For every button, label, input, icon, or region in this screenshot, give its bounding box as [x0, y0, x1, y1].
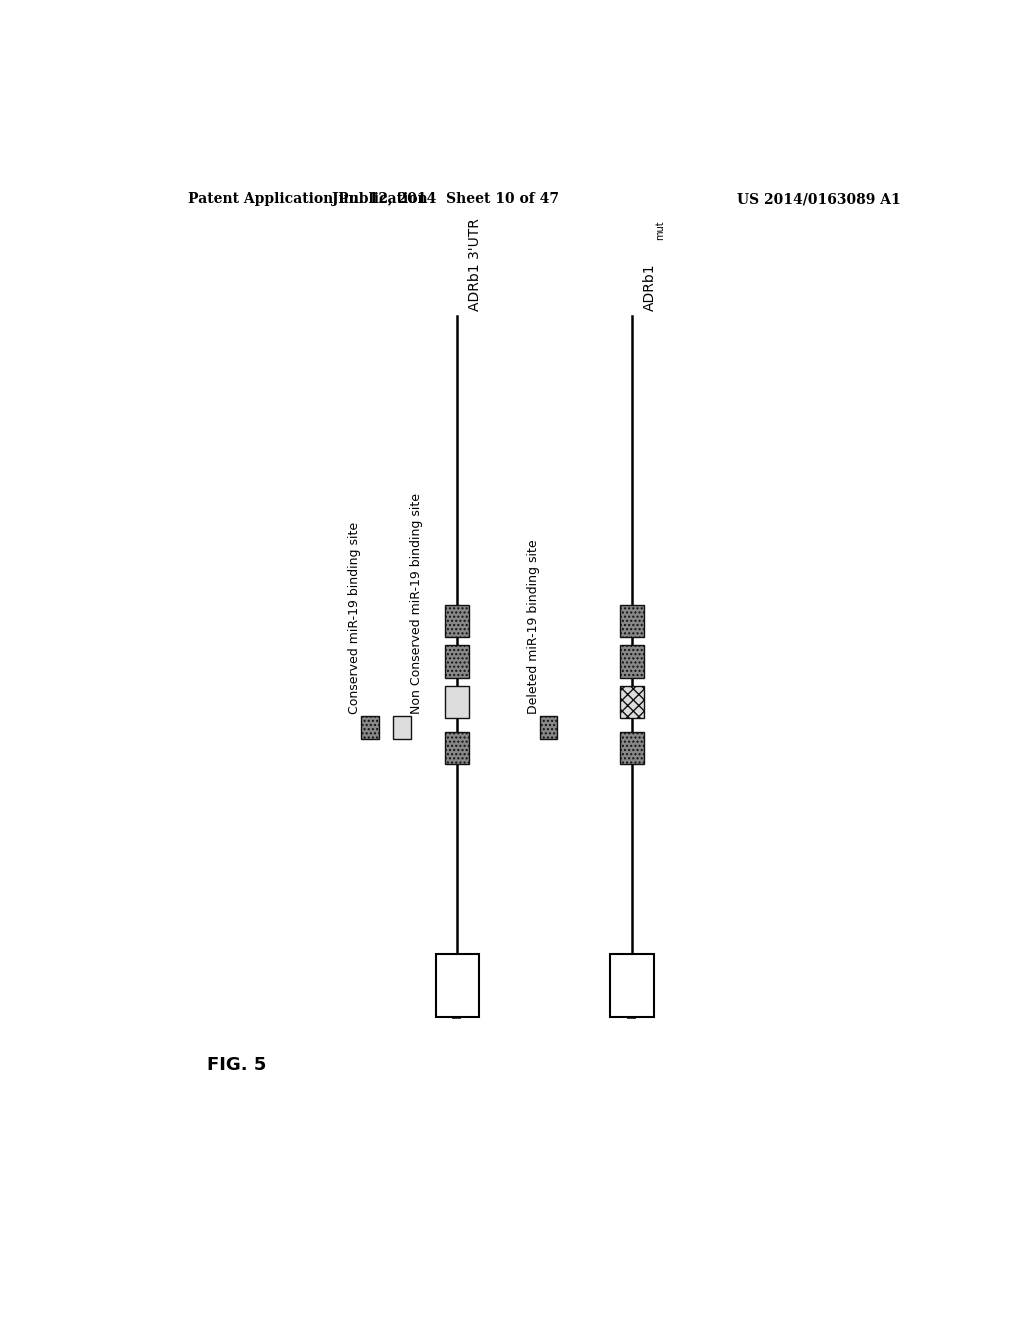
- Bar: [393, 717, 411, 739]
- Bar: [445, 686, 469, 718]
- Text: Non Conserved miR-19 binding site: Non Conserved miR-19 binding site: [411, 494, 423, 714]
- Bar: [620, 605, 644, 638]
- Bar: [610, 954, 653, 1018]
- Text: FIG. 5: FIG. 5: [207, 1056, 266, 1074]
- Text: Luciferase: Luciferase: [626, 953, 638, 1018]
- Text: mut: mut: [655, 220, 666, 240]
- Bar: [435, 954, 479, 1018]
- Text: Luciferase: Luciferase: [451, 953, 464, 1018]
- Text: Conserved miR-19 binding site: Conserved miR-19 binding site: [348, 523, 361, 714]
- Text: US 2014/0163089 A1: US 2014/0163089 A1: [736, 191, 900, 206]
- Text: Deleted miR-19 binding site: Deleted miR-19 binding site: [527, 540, 540, 714]
- Bar: [361, 717, 379, 739]
- Bar: [540, 717, 557, 739]
- Bar: [620, 645, 644, 677]
- Text: Jun. 12, 2014  Sheet 10 of 47: Jun. 12, 2014 Sheet 10 of 47: [332, 191, 559, 206]
- Text: Patent Application Publication: Patent Application Publication: [187, 191, 427, 206]
- Text: ADRb1: ADRb1: [642, 263, 656, 312]
- Bar: [620, 686, 644, 718]
- Bar: [445, 645, 469, 677]
- Bar: [445, 731, 469, 764]
- Bar: [620, 731, 644, 764]
- Bar: [445, 605, 469, 638]
- Text: ADRb1 3'UTR: ADRb1 3'UTR: [468, 218, 482, 312]
